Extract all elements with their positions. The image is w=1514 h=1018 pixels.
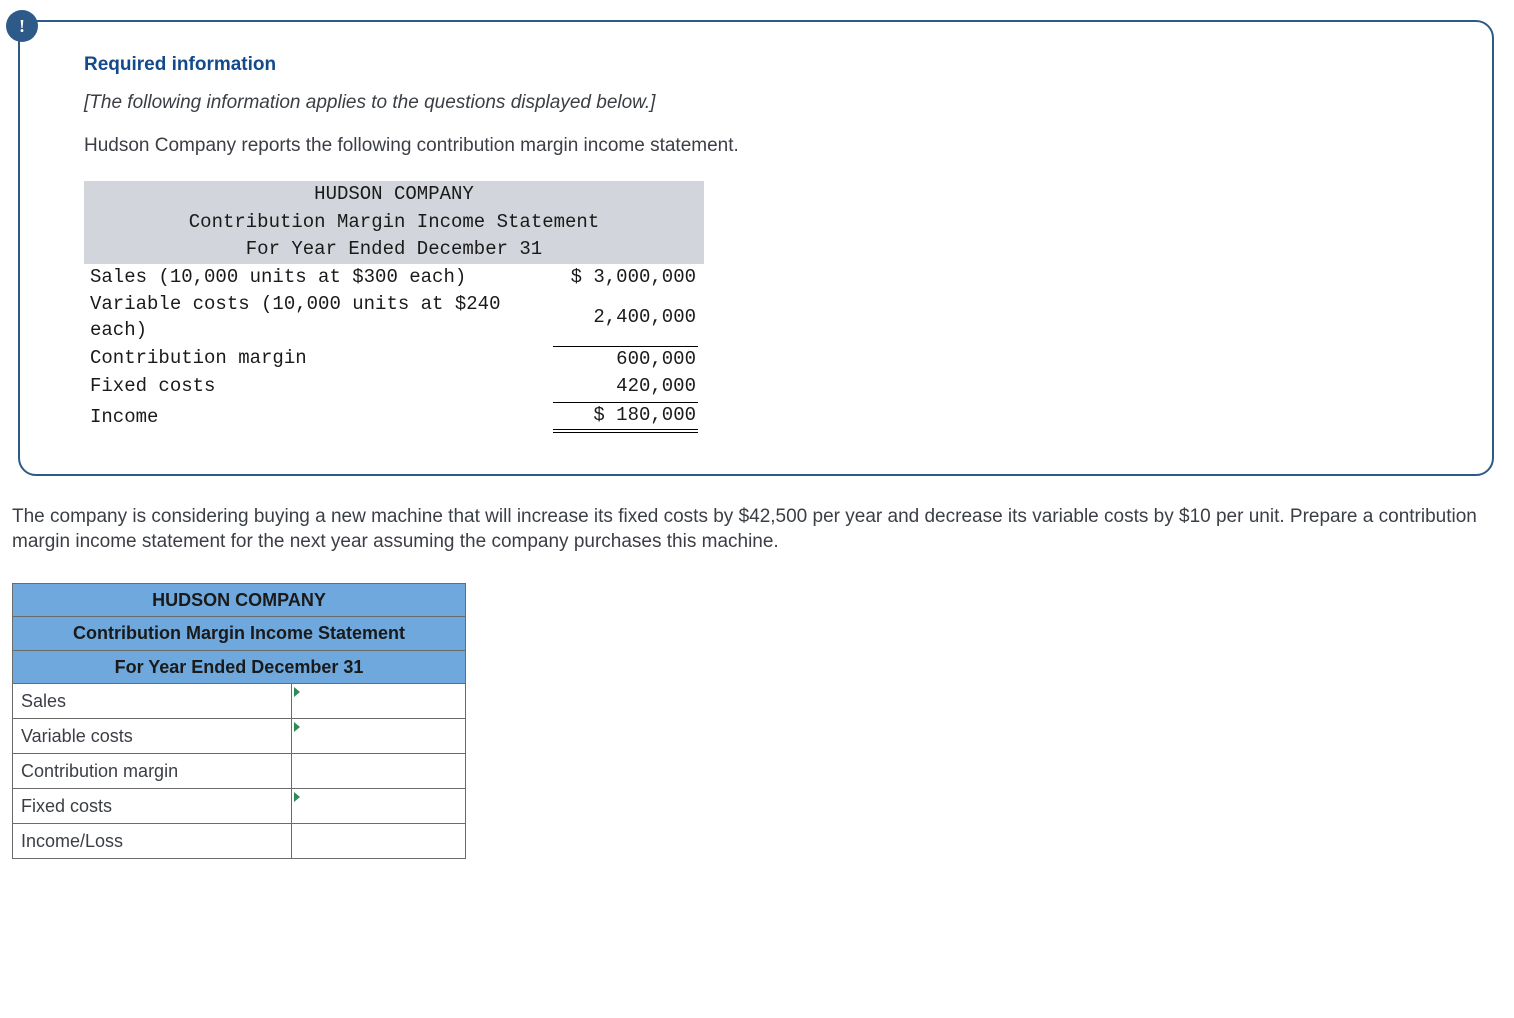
required-description: Hudson Company reports the following con… xyxy=(84,133,1452,159)
stmt-row-label: Variable costs (10,000 units at $240 eac… xyxy=(84,291,534,344)
stmt-row-label: Sales (10,000 units at $300 each) xyxy=(84,264,534,292)
answer-input[interactable] xyxy=(300,828,457,854)
stmt-row-value: 600,000 xyxy=(534,345,704,374)
input-value-cell xyxy=(292,683,466,718)
required-title: Required information xyxy=(84,52,1452,78)
required-info-box: ! Required information [The following in… xyxy=(18,20,1494,476)
input-value-cell xyxy=(292,823,466,858)
stmt-row-label: Fixed costs xyxy=(84,373,534,401)
stmt-period: For Year Ended December 31 xyxy=(84,236,704,264)
input-row-label: Contribution margin xyxy=(13,753,292,788)
answer-input[interactable] xyxy=(300,688,457,714)
info-badge-icon: ! xyxy=(6,10,38,42)
stmt-row-value: $ 180,000 xyxy=(534,401,704,434)
stmt-row-value: $ 3,000,000 xyxy=(534,264,704,292)
input-value-cell xyxy=(292,718,466,753)
input-row-label: Income/Loss xyxy=(13,823,292,858)
stmt-row-label: Income xyxy=(84,401,534,434)
question-text: The company is considering buying a new … xyxy=(12,504,1492,555)
input-row-label: Fixed costs xyxy=(13,788,292,823)
input-value-cell xyxy=(292,788,466,823)
input-header-company: HUDSON COMPANY xyxy=(13,583,466,616)
answer-input[interactable] xyxy=(300,723,457,749)
stmt-row-value: 420,000 xyxy=(534,373,704,401)
input-row-label: Sales xyxy=(13,683,292,718)
input-header-period: For Year Ended December 31 xyxy=(13,650,466,683)
input-header-title: Contribution Margin Income Statement xyxy=(13,617,466,650)
answer-input[interactable] xyxy=(300,793,457,819)
stmt-row-value: 2,400,000 xyxy=(534,291,704,344)
input-row-label: Variable costs xyxy=(13,718,292,753)
required-subtitle: [The following information applies to th… xyxy=(84,90,1452,116)
answer-input-table: HUDSON COMPANY Contribution Margin Incom… xyxy=(12,583,466,859)
income-statement-table: HUDSON COMPANY Contribution Margin Incom… xyxy=(84,181,704,434)
stmt-row-label: Contribution margin xyxy=(84,345,534,374)
stmt-title: Contribution Margin Income Statement xyxy=(84,209,704,237)
stmt-company: HUDSON COMPANY xyxy=(84,181,704,209)
answer-input[interactable] xyxy=(300,758,457,784)
input-value-cell xyxy=(292,753,466,788)
